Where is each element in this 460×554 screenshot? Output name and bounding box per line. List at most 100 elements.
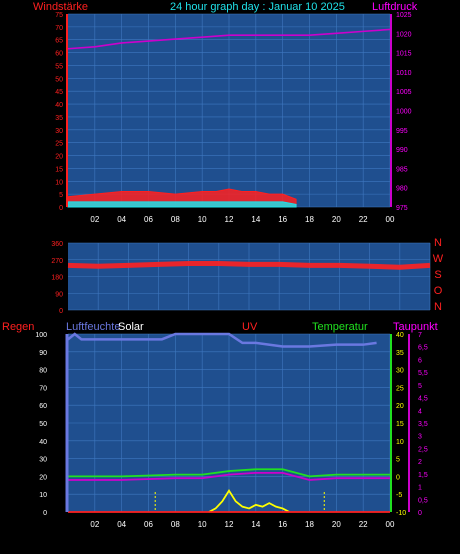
direction-tick-label: 360 <box>51 241 63 248</box>
humidity-axis-ticks: 0 10 20 30 40 50 60 70 80 90 100 <box>35 332 47 517</box>
wind-x-ticks: 02 04 06 08 10 12 14 16 18 20 22 00 <box>90 215 395 224</box>
compass-label: W <box>433 253 444 265</box>
temperature-tick-label: 30 <box>396 368 404 375</box>
direction-tick-label: 270 <box>51 258 63 265</box>
pressure-tick-label: 985 <box>396 166 408 173</box>
pressure-tick-label: 990 <box>396 147 408 154</box>
windstaerke-label: Windstärke <box>33 1 88 13</box>
regen-label: Regen <box>2 321 34 333</box>
uv-tick-label: 6 <box>418 357 422 364</box>
uv-tick-label: 4,5 <box>418 396 428 403</box>
humidity-tick-label: 40 <box>39 439 47 446</box>
wind-tick-label: 65 <box>55 38 63 45</box>
x-tick-label: 22 <box>359 520 368 529</box>
pressure-tick-label: 1000 <box>396 109 412 116</box>
wind-tick-label: 45 <box>55 89 63 96</box>
uv-tick-label: 3,5 <box>418 421 428 428</box>
x-tick-label: 04 <box>117 215 126 224</box>
wind-tick-label: 40 <box>55 102 63 109</box>
uv-tick-label: 7 <box>418 332 422 339</box>
series-temperatur <box>68 468 390 478</box>
uv-tick-label: 0 <box>418 510 422 517</box>
temperature-tick-label: 0 <box>396 474 400 481</box>
x-tick-label: 20 <box>332 215 341 224</box>
temperature-tick-label: 20 <box>396 403 404 410</box>
x-tick-label: 02 <box>90 215 99 224</box>
series-pressure <box>67 28 391 50</box>
uv-tick-label: 3 <box>418 434 422 441</box>
x-tick-label: 10 <box>198 520 207 529</box>
humidity-tick-label: 80 <box>39 368 47 375</box>
wind-tick-label: 0 <box>59 205 63 212</box>
wind-series <box>67 28 391 208</box>
humidity-tick-label: 30 <box>39 457 47 464</box>
temperature-tick-label: 5 <box>396 457 400 464</box>
taupunkt-label: Taupunkt <box>393 321 438 333</box>
uv-tick-label: 4 <box>418 408 422 415</box>
wind-tick-label: 60 <box>55 51 63 58</box>
wind-tick-label: 50 <box>55 76 63 83</box>
x-tick-label: 00 <box>386 215 395 224</box>
pressure-tick-label: 1020 <box>396 31 412 38</box>
wind-tick-label: 25 <box>55 141 63 148</box>
pressure-axis-ticks: 975 980 985 990 995 1000 1005 1010 1015 1020 1025 <box>396 12 412 212</box>
wind-tick-label: 75 <box>55 12 63 19</box>
compass-label: N <box>434 301 442 313</box>
pressure-tick-label: 1025 <box>396 12 412 19</box>
solar-label: Solar <box>118 321 144 333</box>
x-tick-label: 04 <box>117 520 126 529</box>
temperature-tick-label: -5 <box>396 492 402 499</box>
x-tick-label: 16 <box>278 215 287 224</box>
wind-axis-ticks: 0 5 10 15 20 25 30 35 40 45 50 55 60 65 70 75 <box>55 12 63 212</box>
direction-tick-label: 90 <box>55 291 63 298</box>
wind-tick-label: 55 <box>55 63 63 70</box>
x-tick-label: 06 <box>144 520 153 529</box>
pressure-tick-label: 995 <box>396 128 408 135</box>
wind-tick-label: 10 <box>55 179 63 186</box>
humidity-series <box>67 332 390 513</box>
wind-tick-label: 30 <box>55 128 63 135</box>
wind-tick-label: 70 <box>55 25 63 32</box>
temperature-axis-ticks: -10 -5 0 5 10 15 20 25 30 35 40 <box>396 332 406 517</box>
wind-tick-label: 20 <box>55 154 63 161</box>
humidity-tick-label: 20 <box>39 474 47 481</box>
x-tick-label: 16 <box>278 520 287 529</box>
series-direction <box>67 260 431 270</box>
uv-tick-label: 0,5 <box>418 497 428 504</box>
humidity-tick-label: 100 <box>35 332 47 339</box>
pressure-tick-label: 975 <box>396 205 408 212</box>
chart-title: 24 hour graph day : Januar 10 2025 <box>170 1 345 13</box>
x-tick-label: 20 <box>332 520 341 529</box>
x-tick-label: 22 <box>359 215 368 224</box>
x-tick-label: 18 <box>305 520 314 529</box>
x-tick-label: 08 <box>171 215 180 224</box>
x-tick-label: 14 <box>251 520 260 529</box>
pressure-tick-label: 1005 <box>396 89 412 96</box>
compass-label: N <box>434 237 442 249</box>
direction-tick-label: 0 <box>59 308 63 315</box>
uv-tick-label: 1 <box>418 485 422 492</box>
x-tick-label: 08 <box>171 520 180 529</box>
x-tick-label: 14 <box>251 215 260 224</box>
temperature-tick-label: 35 <box>396 350 404 357</box>
humidity-x-ticks: 02 04 06 08 10 12 14 16 18 20 22 00 <box>90 520 395 529</box>
uv-tick-label: 1,5 <box>418 472 428 479</box>
uv-axis-ticks: 0 0,5 1 1,5 2 2,5 3 3,5 4 4,5 5 5,5 6 6,5 7 <box>418 332 428 517</box>
humidity-tick-label: 50 <box>39 421 47 428</box>
luftfeuchte-label: Luftfeuchte <box>66 321 120 333</box>
temperature-tick-label: 15 <box>396 421 404 428</box>
series-luftfeuchte <box>67 332 377 348</box>
direction-panel-grid <box>68 242 431 311</box>
wind-tick-label: 15 <box>55 166 63 173</box>
x-tick-label: 12 <box>225 520 234 529</box>
temperatur-label: Temperatur <box>312 321 368 333</box>
humidity-tick-label: 10 <box>39 492 47 499</box>
compass-label: O <box>434 285 443 297</box>
wind-panel-grid <box>68 13 391 208</box>
pressure-tick-label: 980 <box>396 186 408 193</box>
direction-series <box>67 260 431 270</box>
humidity-tick-label: 90 <box>39 350 47 357</box>
humidity-tick-label: 70 <box>39 385 47 392</box>
